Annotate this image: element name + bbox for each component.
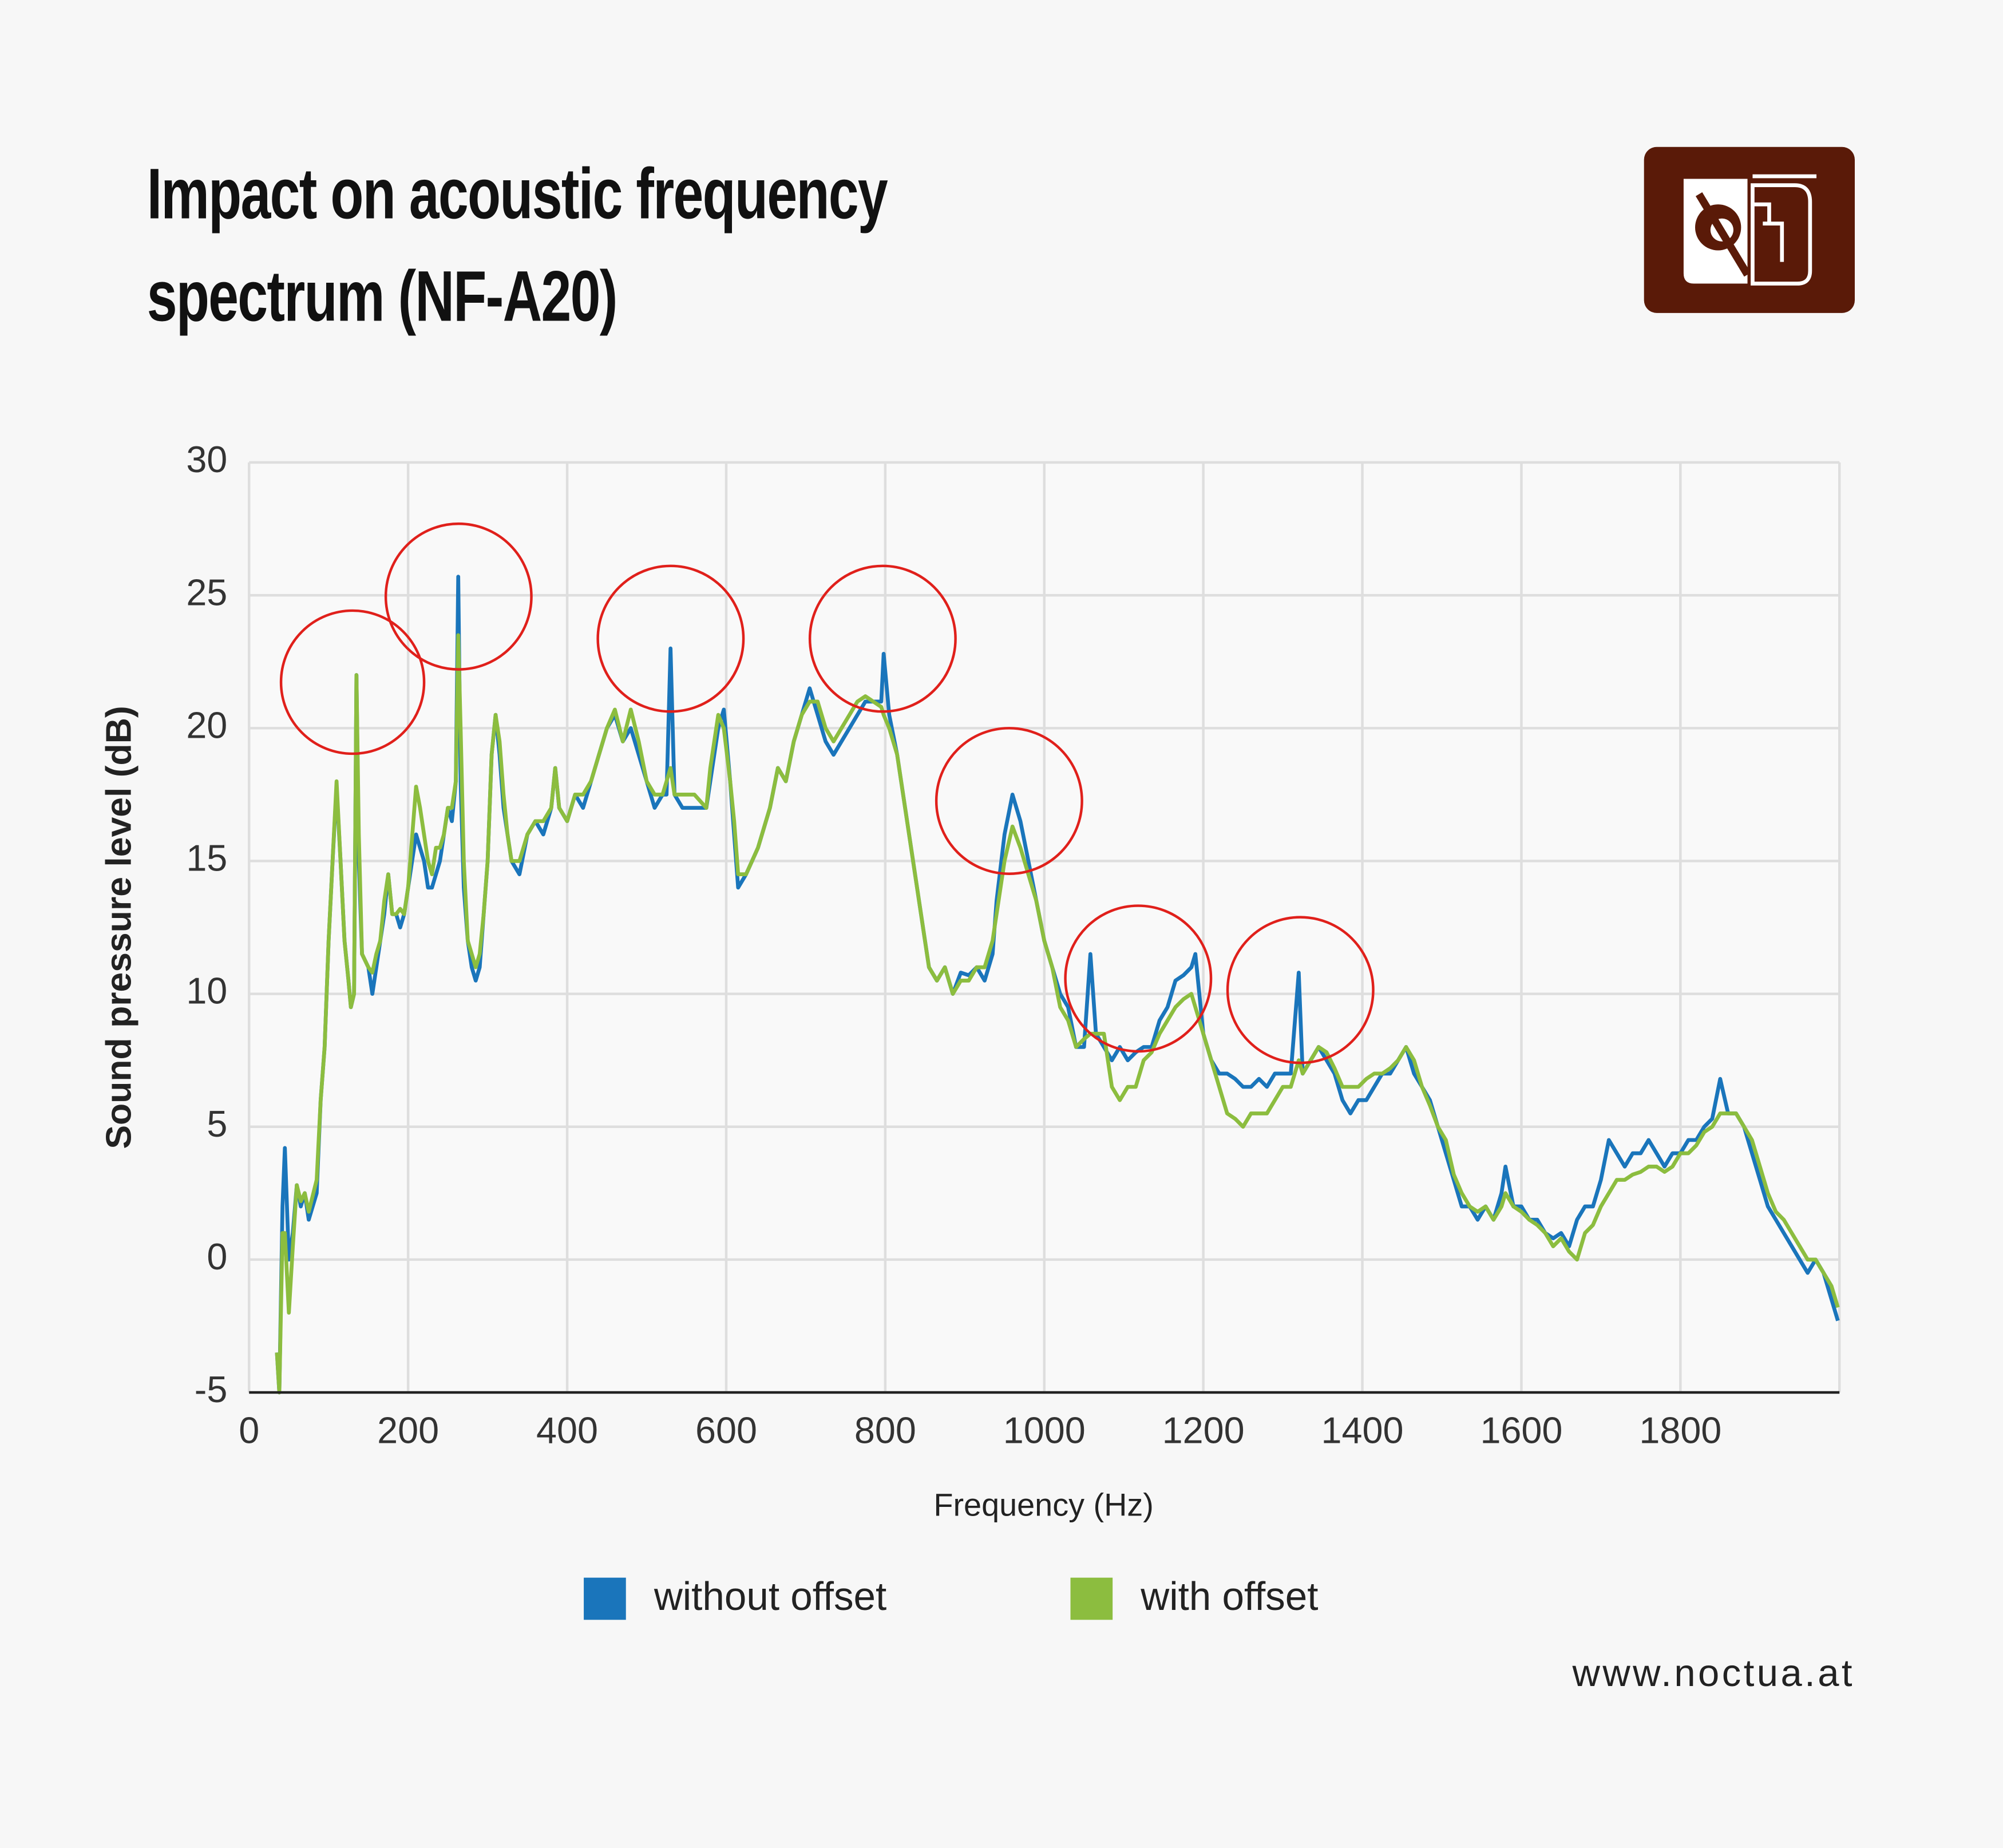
- y-tick-label: 30: [186, 438, 227, 480]
- logo-outline: [1751, 183, 1812, 286]
- x-tick-label: 1800: [1639, 1410, 1721, 1451]
- y-tick-label: 0: [207, 1236, 227, 1277]
- highlight: [808, 564, 957, 713]
- y-tick-label: 10: [186, 970, 227, 1012]
- series-line: [275, 633, 1840, 1395]
- y-tick-label: 5: [207, 1103, 227, 1145]
- highlight-circles: [279, 522, 1375, 1065]
- highlight: [1064, 904, 1213, 1053]
- y-tick-label: 15: [186, 837, 227, 879]
- x-tick-label: 400: [536, 1410, 598, 1451]
- y-tick-label: -5: [195, 1368, 228, 1410]
- highlight: [1226, 916, 1375, 1065]
- x-tick-label: 800: [854, 1410, 916, 1451]
- highlight: [596, 564, 745, 713]
- y-axis-label: Sound pressure level (dB): [99, 706, 139, 1149]
- grid: [248, 461, 1841, 1394]
- y-tick-label: 20: [186, 704, 227, 746]
- x-tick-label: 1400: [1321, 1410, 1404, 1451]
- highlight: [935, 727, 1083, 875]
- lines: [275, 575, 1840, 1395]
- legend: without offset with offset: [584, 1574, 1318, 1620]
- logo: [1644, 147, 1855, 313]
- legend-swatch: [1070, 1577, 1113, 1620]
- logo-stroke: [1695, 192, 1751, 277]
- chart-title: Impact on acoustic frequency spectrum (N…: [147, 153, 888, 337]
- x-tick-label: 0: [239, 1410, 259, 1451]
- y-tick-label: 25: [186, 571, 227, 613]
- highlight: [384, 522, 533, 671]
- x-tick-label: 1600: [1480, 1410, 1562, 1451]
- highlight: [279, 609, 426, 755]
- legend-label: with offset: [1140, 1574, 1318, 1619]
- source: www.noctua.at: [1572, 1652, 1855, 1695]
- x-tick-label: 600: [695, 1410, 757, 1451]
- legend-label: without offset: [654, 1574, 886, 1619]
- logo-badge: [1644, 147, 1855, 313]
- legend-swatch: [584, 1577, 626, 1620]
- logo-lines: [1752, 174, 1817, 262]
- x-tick-label: 200: [377, 1410, 439, 1451]
- x-tick-label: 1200: [1162, 1410, 1245, 1451]
- x-tick-label: 1000: [1003, 1410, 1086, 1451]
- x-axis-label: Frequency (Hz): [933, 1487, 1153, 1523]
